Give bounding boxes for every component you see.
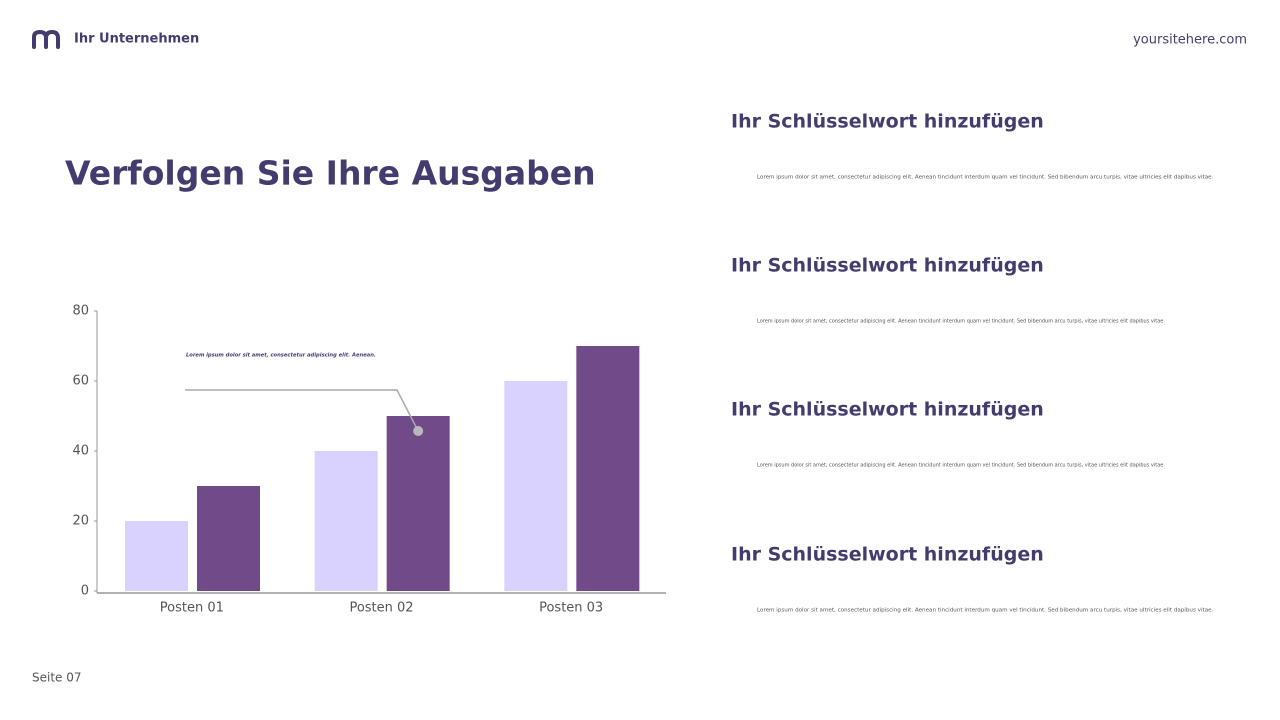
x-tick-label: Posten 03 xyxy=(539,601,603,616)
bar xyxy=(504,381,568,591)
y-tick-label: 60 xyxy=(72,374,89,389)
annotation-dot xyxy=(413,426,424,436)
logo xyxy=(32,29,60,49)
page-number: Seite 07 xyxy=(32,671,82,685)
item-heading: Ihr Schlüsselwort hinzufügen xyxy=(731,544,1044,566)
items: Ihr Schlüsselwort hinzufügen Lorem ipsum … xyxy=(731,111,1214,614)
y-tick-label: 0 xyxy=(81,584,89,599)
item-text: Lorem ipsum dolor sit amet, consectetur … xyxy=(757,319,1165,325)
item-heading: Ihr Schlüsselwort hinzufügen xyxy=(731,111,1044,133)
item-text: Lorem ipsum dolor sit amet, consectetur … xyxy=(757,463,1165,469)
annotation-leader xyxy=(185,389,419,432)
x-tick-label: Posten 01 xyxy=(160,601,224,616)
bar xyxy=(125,521,188,591)
item-text: Lorem ipsum dolor sit amet, consectetur … xyxy=(757,175,1214,181)
company-name: Ihr Unternehmen xyxy=(74,32,199,47)
y-tick-label: 80 xyxy=(72,304,89,319)
y-tick-label: 20 xyxy=(72,514,89,529)
slide-title: Verfolgen Sie Ihre Ausgaben xyxy=(65,154,596,193)
x-tick-label: Posten 02 xyxy=(349,601,413,616)
item-heading: Ihr Schlüsselwort hinzufügen xyxy=(731,399,1044,421)
bar xyxy=(386,416,450,591)
item-heading: Ihr Schlüsselwort hinzufügen xyxy=(731,255,1044,277)
y-tick-label: 40 xyxy=(72,444,89,459)
bar xyxy=(197,486,260,591)
bar xyxy=(314,451,378,591)
chart: 0 20 40 60 80 Posten 01 Posten 02 Posten 03 Lore… xyxy=(72,304,666,616)
bar xyxy=(576,346,640,591)
site-url: yoursitehere.com xyxy=(1133,33,1247,48)
annotation: Lorem ipsum dolor sit amet, consectetur … xyxy=(186,353,376,359)
item-text: Lorem ipsum dolor sit amet, consectetur … xyxy=(757,608,1214,614)
